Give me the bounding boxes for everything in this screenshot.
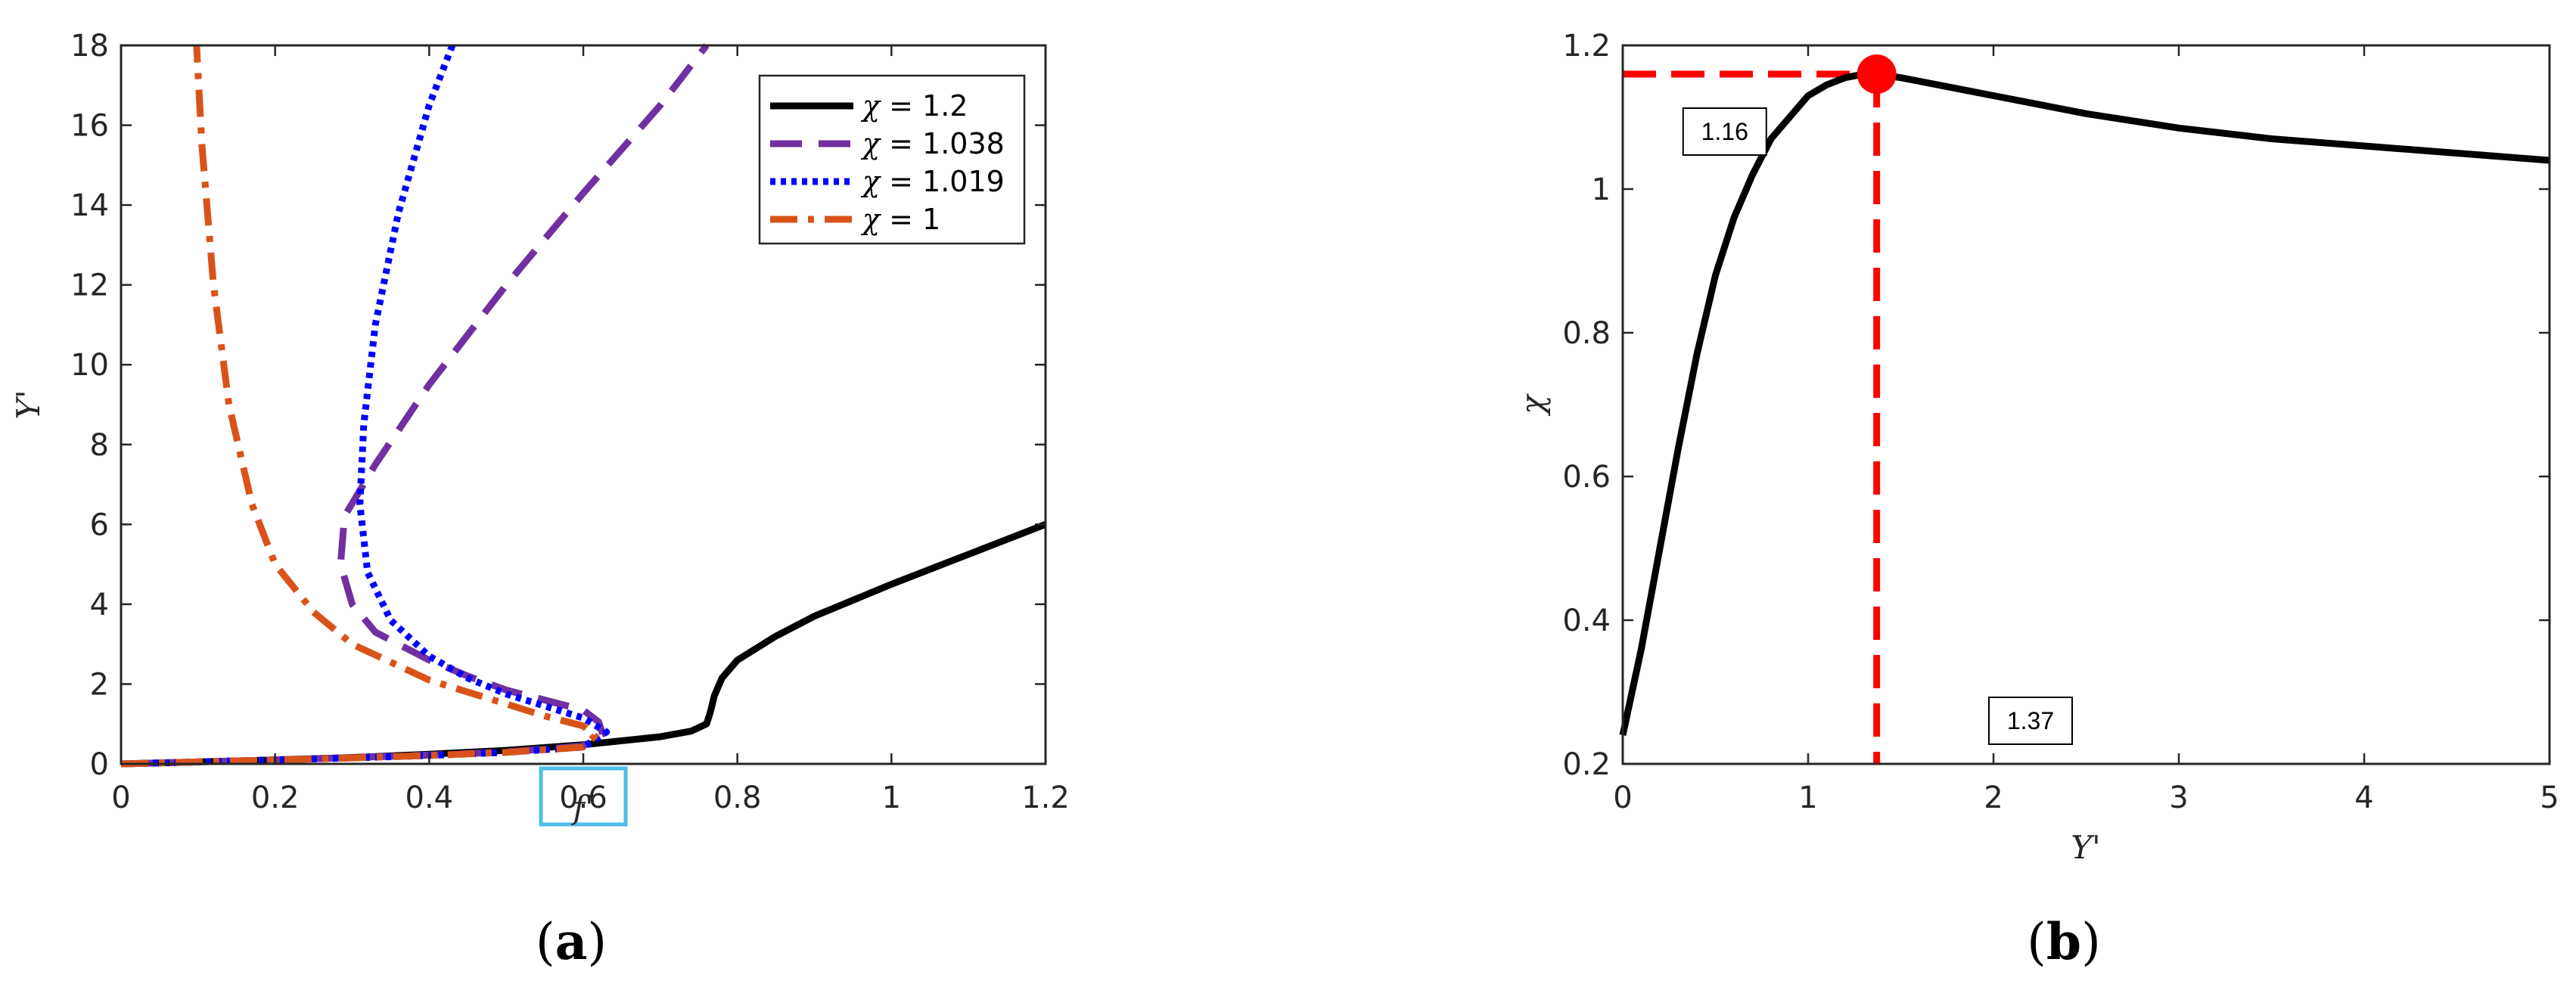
chart-panel-a: 0 0.2 0.4 0.6 0.8 1 1.2 0 2 4 6 8 10 12 14 16 18 χ = 1.… (10, 29, 1070, 971)
y-tick-label: 2 (90, 667, 109, 702)
annotation-label-2: 1.37 (2007, 707, 2054, 734)
series-line-2 (120, 43, 710, 768)
x-tick-label: 0.2 (251, 781, 300, 815)
y-tick-label: 1 (1592, 172, 1611, 207)
x-tick-label: 1 (1798, 781, 1817, 815)
y-tick-label: 0.4 (1562, 604, 1611, 638)
y-tick-label: 1.2 (1562, 29, 1611, 64)
legend-items: χ = 1.2 χ = 1.038 χ = 1.019 χ = 1 (770, 89, 1005, 236)
y-tick-label: 14 (70, 188, 109, 223)
legend-label-1: χ = 1.2 (860, 89, 968, 123)
panel-a-label: (a) (536, 912, 607, 971)
chart-a-y-axis-label: Y' (10, 390, 47, 419)
y-tick-label: 18 (70, 29, 109, 64)
x-tick-label: 5 (2540, 781, 2559, 815)
chart-a-legend: χ = 1.2 χ = 1.038 χ = 1.019 χ = 1 (758, 74, 1026, 245)
y-tick-label: 10 (70, 348, 109, 383)
tick-highlight-box (539, 766, 628, 827)
x-tick-label: 3 (2169, 781, 2188, 815)
legend-label-4: χ = 1 (860, 203, 940, 236)
y-tick-label: 16 (70, 109, 109, 144)
y-tick-label: 0.6 (1562, 460, 1611, 495)
x-tick-label: 0.6 (559, 781, 607, 815)
chart-b-reference-lines (1623, 70, 1881, 764)
y-tick-label: 8 (90, 428, 109, 463)
annotation-label-1: 1.16 (1701, 118, 1748, 145)
x-tick-label: 0 (111, 781, 130, 815)
x-tick-label: 0.8 (713, 781, 762, 815)
chart-a-x-axis-label: f' (570, 789, 593, 826)
y-tick-label: 0 (90, 747, 109, 782)
chart-b-axes-box (1621, 44, 2551, 765)
chart-b-annotations: 1.16 1.37 (1682, 107, 2073, 745)
legend-label-2: χ = 1.038 (860, 127, 1005, 160)
chart-b-y-axis-label: χ (1514, 393, 1551, 417)
chart-b-curves (1619, 54, 2550, 736)
legend-label-3: χ = 1.019 (860, 165, 1005, 198)
series-line-1 (1619, 70, 2550, 736)
chart-panel-b: 0 1 2 3 4 5 0.2 0.4 0.6 0.8 1 1.2 1.16 1.37 Y' χ (b… (1514, 29, 2559, 971)
y-tick-label: 6 (90, 507, 109, 542)
series-line-3 (120, 44, 611, 768)
peak-marker (1857, 54, 1897, 94)
y-tick-label: 12 (70, 268, 109, 303)
x-tick-label: 0 (1613, 781, 1632, 815)
x-tick-label: 2 (1984, 781, 2003, 815)
panel-b-label: (b) (2027, 912, 2101, 971)
series-line-4 (120, 45, 598, 768)
y-tick-label: 0.8 (1562, 316, 1611, 351)
x-tick-label: 1 (882, 781, 901, 815)
chart-a-curves (120, 43, 1047, 768)
annotation-box-1 (1682, 107, 1767, 156)
x-tick-label: 1.2 (1021, 781, 1070, 815)
chart-b-x-axis-label: Y' (2071, 829, 2100, 866)
y-tick-label: 0.2 (1562, 747, 1611, 782)
x-tick-label: 4 (2354, 781, 2373, 815)
chart-b-y-ticks: 0.2 0.4 0.6 0.8 1 1.2 (1562, 29, 2550, 782)
chart-b-x-ticks: 0 1 2 3 4 5 (1613, 45, 2559, 815)
y-tick-label: 4 (90, 588, 109, 622)
chart-a-y-ticks: 0 2 4 6 8 10 12 14 16 18 (70, 29, 1046, 782)
x-tick-label: 0.4 (406, 781, 454, 815)
chart-a-x-ticks: 0 0.2 0.4 0.6 0.8 1 1.2 (111, 45, 1070, 815)
annotation-box-2 (1988, 697, 2073, 745)
